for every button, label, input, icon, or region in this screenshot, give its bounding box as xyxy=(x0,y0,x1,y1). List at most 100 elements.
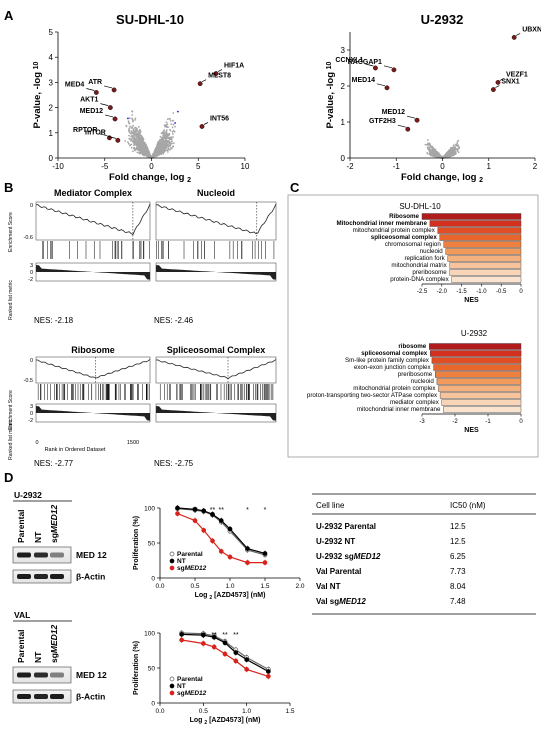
data-point xyxy=(262,560,268,565)
data-point xyxy=(175,511,180,516)
legend-label: NT xyxy=(177,558,186,565)
significance-star: ** xyxy=(211,632,217,639)
data-point xyxy=(131,136,134,138)
significance-star: ** xyxy=(192,507,198,514)
x-tick-label: 10 xyxy=(241,162,250,171)
blot-band xyxy=(17,574,31,579)
data-point xyxy=(167,126,170,128)
legend-marker xyxy=(169,690,175,696)
data-point xyxy=(169,129,172,132)
annotation-arrow xyxy=(100,103,109,106)
data-point xyxy=(141,146,143,149)
x-tick-label: -2 xyxy=(452,419,458,425)
gsea-title: Spliceosomal Complex xyxy=(167,345,266,355)
data-point xyxy=(233,658,239,664)
bar xyxy=(437,227,522,234)
data-point xyxy=(456,150,459,152)
x-axis-label: Fold change, log 2 xyxy=(109,172,191,184)
data-point xyxy=(146,153,148,156)
gene-label: INT56 xyxy=(210,116,229,123)
data-point xyxy=(163,144,166,147)
metric-area xyxy=(36,265,150,280)
data-point xyxy=(165,129,168,132)
bar xyxy=(445,248,522,255)
data-point xyxy=(244,667,250,672)
bar xyxy=(443,241,522,248)
data-point xyxy=(166,144,169,147)
y-tick-label: 100 xyxy=(144,506,155,513)
gsea-title: Nucleoid xyxy=(197,188,235,198)
data-point xyxy=(222,651,228,657)
data-point xyxy=(156,149,159,152)
data-point xyxy=(153,150,156,152)
y-tick-label: 3 xyxy=(341,46,346,55)
bar-label: spliceosomal complex xyxy=(361,350,428,357)
data-point xyxy=(165,146,168,149)
y-tick-label: 50 xyxy=(148,541,156,548)
data-point xyxy=(429,154,432,157)
data-point xyxy=(452,144,455,147)
gene-label: UBXN2B xyxy=(522,26,541,33)
bar xyxy=(441,399,522,406)
data-point xyxy=(163,124,166,127)
data-point xyxy=(265,674,271,679)
bar-label: Sm-like protein family complex xyxy=(345,357,430,364)
y-tick-label: 0 xyxy=(151,701,155,708)
highlight-point xyxy=(197,81,203,87)
data-point xyxy=(165,130,168,133)
table-header: IC50 (nM) xyxy=(450,501,486,510)
y-axis-label: P-value, -log 10 xyxy=(32,61,43,128)
y-tick-label: 0 xyxy=(49,154,54,163)
y-tick-label: 3 xyxy=(49,78,54,87)
data-point xyxy=(132,134,135,137)
blot-row-label: MED 12 xyxy=(76,550,107,560)
data-point xyxy=(172,112,175,114)
legend-marker xyxy=(169,683,175,689)
gene-label: GTF2H3 xyxy=(369,118,396,125)
data-point xyxy=(163,149,165,152)
data-point xyxy=(451,151,454,154)
chart-title: U-2932 xyxy=(421,12,464,27)
data-point xyxy=(164,138,167,140)
data-point xyxy=(153,152,156,155)
data-point xyxy=(233,650,239,655)
gene-label: VEZF1 xyxy=(506,71,528,78)
metric-tick: -2 xyxy=(28,418,33,424)
data-point xyxy=(159,135,162,138)
data-point xyxy=(429,151,431,153)
blot-band xyxy=(34,694,48,699)
highlight-point xyxy=(495,80,501,85)
data-point xyxy=(127,141,129,144)
bar-label: nucleoid xyxy=(420,248,444,255)
data-point xyxy=(436,152,439,154)
es-frame xyxy=(35,201,151,241)
x-axis-label: NES xyxy=(464,297,479,304)
nes-value: NES: -2.46 xyxy=(154,316,194,325)
metric-tick: 3 xyxy=(30,263,33,269)
significance-star: ** xyxy=(201,632,207,639)
y-tick-label: 2 xyxy=(49,104,54,113)
table-cell-ic50: 12.5 xyxy=(450,522,466,531)
significance-star: ** xyxy=(210,507,216,514)
chart-title: SU-DHL-10 xyxy=(116,12,184,27)
western-blots: U-2932 Parental NT sgMED12 MED 12 β-Actin VAL P… xyxy=(12,490,107,704)
annotation-arrow xyxy=(86,88,95,91)
data-point xyxy=(166,149,169,152)
data-point xyxy=(174,122,177,124)
data-point xyxy=(428,148,431,150)
data-point xyxy=(200,641,206,646)
blot-cell-line: U-2932 xyxy=(14,490,42,500)
series-line xyxy=(177,507,266,555)
data-point xyxy=(172,123,175,126)
data-point xyxy=(125,124,128,127)
data-point xyxy=(131,140,134,142)
data-point xyxy=(160,153,163,156)
data-point xyxy=(134,138,137,141)
data-point xyxy=(164,139,166,142)
highlight-point xyxy=(112,116,118,122)
data-point xyxy=(218,549,224,554)
data-point xyxy=(157,147,160,150)
gene-label: MLST8 xyxy=(208,73,231,80)
table-cell-line: Val Parental xyxy=(316,567,361,576)
